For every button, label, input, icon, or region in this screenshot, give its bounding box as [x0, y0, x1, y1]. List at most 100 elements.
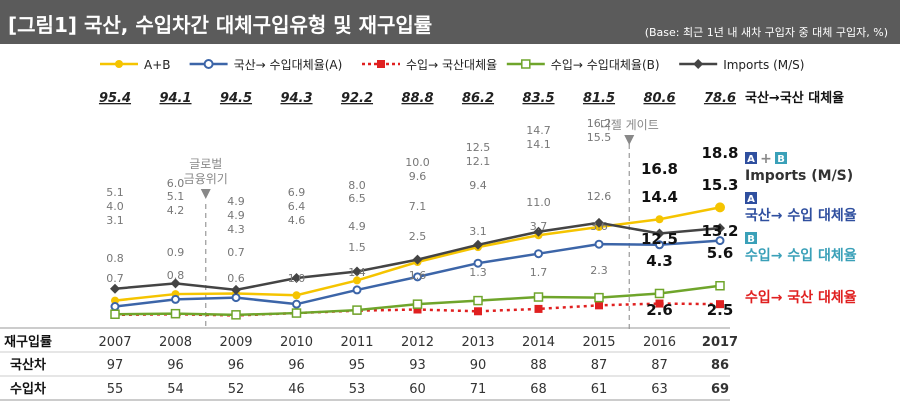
- domestic-retention-value: 95.4: [99, 91, 131, 106]
- data-label: 1.4: [348, 266, 366, 279]
- data-label: 4.3: [227, 223, 245, 236]
- badge-b-label: B: [777, 154, 785, 165]
- data-label: 14.7: [526, 124, 551, 137]
- table-cell: 63: [651, 382, 668, 397]
- right-legend-text: 국산→ 수입 대체율: [745, 207, 857, 224]
- badge-label: B: [747, 234, 755, 245]
- table-cell: 61: [591, 382, 608, 397]
- data-point: [473, 239, 483, 250]
- data-label: 15.5: [587, 131, 612, 144]
- domestic-retention-value: 88.8: [401, 91, 433, 106]
- domestic-retention-value: 94.1: [159, 91, 191, 106]
- data-label: 4.9: [348, 220, 366, 233]
- table-cell: 90: [470, 358, 487, 373]
- table-cell: 96: [228, 358, 245, 373]
- data-label: 16.8: [641, 160, 678, 178]
- data-point: [352, 266, 362, 277]
- table-cell: 52: [228, 382, 245, 397]
- data-label: 1.3: [469, 266, 487, 279]
- domestic-retention-value: 81.5: [583, 91, 615, 106]
- data-label: 2.3: [590, 264, 608, 277]
- domestic-retention-value: 94.5: [220, 91, 252, 106]
- table-year: 2011: [340, 335, 373, 350]
- data-point: [715, 223, 725, 234]
- data-point: [594, 292, 604, 303]
- data-label: 7.1: [409, 200, 427, 213]
- data-label: 4.2: [167, 204, 185, 217]
- data-point: [231, 293, 241, 303]
- data-point: [473, 295, 483, 306]
- data-label: 3.7: [530, 220, 548, 233]
- data-label: 1.0: [288, 272, 306, 285]
- table-year: 2015: [582, 335, 615, 350]
- table-row-label: 수입차: [10, 381, 46, 397]
- table-cell: 71: [470, 382, 487, 397]
- data-label: 6.4: [288, 200, 306, 213]
- data-point: [474, 307, 482, 316]
- table-cell: 88: [530, 358, 547, 373]
- data-label: 6.5: [348, 192, 366, 205]
- data-point: [594, 217, 604, 228]
- legend-label: Imports (M/S): [723, 58, 804, 72]
- data-point: [534, 304, 543, 313]
- data-point: [655, 240, 664, 250]
- data-point: [716, 300, 724, 309]
- table-year: 2009: [219, 335, 252, 350]
- right-legend-text: Imports (M/S): [745, 168, 853, 184]
- data-point: [413, 272, 422, 282]
- data-label: 0.6: [227, 272, 245, 285]
- data-point: [715, 202, 725, 213]
- table-header-label: 재구입률: [4, 335, 52, 350]
- data-label: 0.9: [167, 246, 185, 259]
- data-label: 5.1: [106, 186, 124, 199]
- badge-icon: [745, 232, 757, 244]
- data-point: [170, 278, 181, 289]
- table-year: 2016: [643, 335, 676, 350]
- legend-label: 수입→ 국산대체율: [406, 58, 497, 72]
- table-cell: 96: [288, 358, 305, 373]
- data-label: 12.1: [466, 155, 491, 168]
- legend-marker: [521, 59, 531, 69]
- data-label: 1.6: [409, 269, 427, 282]
- data-point: [413, 305, 422, 314]
- data-point: [110, 283, 120, 294]
- legend-marker: [377, 60, 385, 68]
- data-point: [353, 276, 361, 285]
- legend-label: 국산→ 수입대체율(A): [234, 58, 343, 72]
- event-label: 글로벌: [189, 157, 222, 171]
- event-label: 금융위기: [184, 172, 228, 186]
- table-cell: 54: [167, 382, 184, 397]
- data-label: 13.2: [701, 222, 738, 240]
- data-point: [473, 258, 483, 268]
- domestic-retention-value: 80.6: [643, 91, 675, 106]
- data-point: [412, 299, 423, 309]
- data-label: 3.6: [590, 220, 608, 233]
- chart: A+B 국산→ 수입대체율(A) 수입→ 국산대체율 수입→ 수입대체율(B) Impo…: [0, 58, 857, 401]
- data-point: [595, 301, 603, 310]
- data-point: [715, 281, 725, 291]
- table-year: 2012: [401, 335, 434, 350]
- data-point: [231, 310, 241, 320]
- data-point: [231, 284, 241, 295]
- data-label: 0.7: [227, 246, 245, 259]
- table-year: 2014: [522, 335, 555, 350]
- table-cell: 97: [107, 358, 124, 373]
- table-year: 2007: [98, 335, 131, 350]
- data-label: 5.1: [167, 190, 185, 203]
- domestic-retention-label: 국산→국산 대체율: [745, 90, 844, 106]
- table-year: 2010: [280, 335, 313, 350]
- data-label: 1.7: [530, 266, 548, 279]
- data-label: 6.0: [167, 177, 185, 190]
- data-point: [534, 249, 543, 259]
- badge-a-icon: [745, 152, 757, 164]
- table-year: 2013: [461, 335, 494, 350]
- table-cell: 53: [349, 382, 366, 397]
- data-label: 4.9: [227, 209, 245, 222]
- badge-a-label: A: [747, 154, 755, 165]
- data-point: [352, 285, 362, 295]
- data-point: [352, 305, 362, 315]
- data-label: 0.8: [167, 269, 185, 282]
- data-label: 18.8: [701, 144, 738, 162]
- data-label: 4.0: [106, 200, 124, 213]
- title-bar: [그림1] 국산, 수입차간 대체구입유형 및 재구입률 (Base: 최근 1…: [0, 0, 900, 44]
